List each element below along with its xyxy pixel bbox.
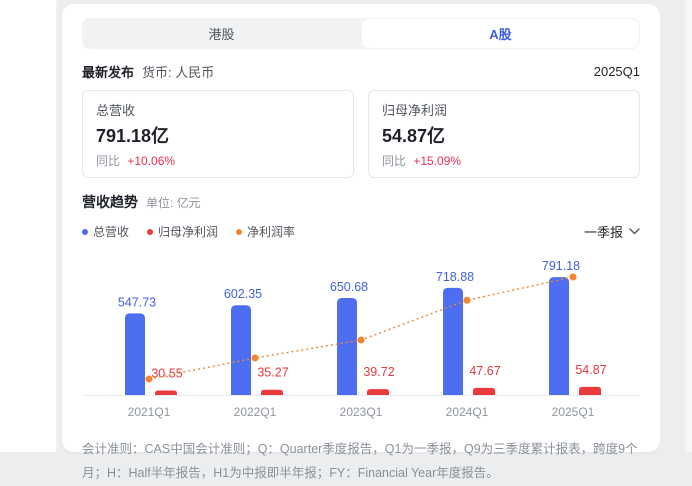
legend-item-net-profit: 归母净利润: [147, 223, 218, 240]
release-label: 最新发布: [82, 65, 135, 80]
net-margin-point: [251, 354, 259, 362]
currency-label: 货币: 人民币: [142, 65, 215, 80]
trend-unit-label: 单位: 亿元: [146, 196, 201, 210]
legend-item-net-margin: 净利润率: [236, 223, 295, 240]
x-axis-label: 2025Q1: [552, 405, 595, 419]
metric-value: 791.18亿: [96, 126, 170, 146]
legend-label: 总营收: [93, 225, 130, 239]
metric-cards: 总营收 791.18亿 同比 +10.06% 归母净利润 54.87亿 同比 +…: [82, 90, 640, 178]
bar-label-net-profit: 35.27: [257, 366, 288, 380]
legend-label: 净利润率: [247, 225, 296, 239]
trend-chart-area: 547.73 30.55 2021Q1 602.35 35.27 2022Q1 650.68…: [82, 247, 640, 426]
legend-label: 归母净利润: [158, 225, 219, 239]
metric-title: 归母净利润: [382, 103, 448, 118]
net-margin-point: [463, 296, 471, 304]
metric-title: 总营收: [96, 103, 136, 118]
x-axis-label: 2022Q1: [234, 405, 277, 419]
financials-panel: 港股 A股 最新发布 货币: 人民币 2025Q1 总营收 791.18亿 同比…: [62, 4, 660, 480]
bar-net-profit: [473, 387, 495, 395]
bar-label-revenue: 650.68: [330, 280, 368, 294]
yoy-value: +10.06%: [127, 154, 176, 168]
bar-net-profit: [579, 386, 601, 395]
bar-label-net-profit: 39.72: [363, 365, 394, 379]
bar-label-revenue: 602.35: [224, 287, 262, 301]
bar-label-net-profit: 54.87: [575, 363, 606, 377]
tab-a-share[interactable]: A股: [361, 18, 640, 49]
bar-revenue: [231, 305, 251, 395]
bar-label-revenue: 791.18: [542, 259, 580, 273]
trend-header: 营收趋势 单位: 亿元: [82, 192, 640, 212]
net-margin-point: [145, 375, 153, 383]
bar-revenue: [549, 277, 569, 395]
x-axis-label: 2023Q1: [340, 405, 383, 419]
bar-net-profit: [155, 390, 177, 395]
right-panel-edge: [685, 0, 692, 452]
net-margin-point: [569, 273, 577, 281]
bar-net-profit: [261, 389, 283, 395]
bar-label-revenue: 718.88: [436, 270, 474, 284]
trend-title: 营收趋势: [82, 194, 138, 210]
metric-card-net-profit: 归母净利润 54.87亿 同比 +15.09%: [368, 90, 640, 178]
left-sidebar-edge: [0, 0, 57, 452]
bar-revenue: [337, 298, 357, 395]
metric-yoy: 同比 +10.06%: [96, 152, 340, 169]
bar-label-net-profit: 30.55: [151, 366, 182, 380]
metric-yoy: 同比 +15.09%: [382, 152, 626, 169]
bar-net-profit: [367, 389, 389, 395]
x-axis-label: 2021Q1: [128, 405, 171, 419]
legend-dot-blue-icon: [82, 228, 88, 235]
market-tabbar: 港股 A股: [82, 18, 640, 49]
release-period: 2025Q1: [593, 64, 640, 79]
bar-label-net-profit: 47.67: [469, 364, 500, 378]
chevron-down-icon: [629, 228, 640, 235]
bar-label-revenue: 547.73: [118, 295, 156, 309]
yoy-value: +15.09%: [413, 154, 462, 168]
legend-dot-red-icon: [147, 228, 154, 235]
yoy-label: 同比: [96, 154, 121, 168]
report-period-value: 一季报: [583, 225, 623, 240]
metric-card-revenue: 总营收 791.18亿 同比 +10.06%: [82, 90, 354, 178]
legend-row: 总营收 归母净利润 净利润率 一季报: [82, 222, 640, 241]
net-margin-point: [357, 336, 365, 344]
release-row: 最新发布 货币: 人民币 2025Q1: [82, 62, 640, 81]
accounting-footnote: 会计准则：CAS中国会计准则；Q：Quarter季度报告，Q1为一季报，Q9为三…: [82, 442, 638, 480]
x-axis-label: 2024Q1: [446, 405, 489, 419]
bar-revenue: [443, 287, 463, 395]
bar-revenue: [125, 313, 145, 395]
legend-item-revenue: 总营收: [82, 223, 129, 240]
tab-hk-stock[interactable]: 港股: [208, 27, 235, 42]
metric-value: 54.87亿: [382, 126, 446, 146]
trend-chart: 547.73 30.55 2021Q1 602.35 35.27 2022Q1 650.68…: [82, 259, 640, 419]
legend-dot-orange-icon: [236, 228, 243, 235]
report-period-dropdown[interactable]: 一季报: [584, 222, 640, 241]
yoy-label: 同比: [382, 154, 407, 168]
